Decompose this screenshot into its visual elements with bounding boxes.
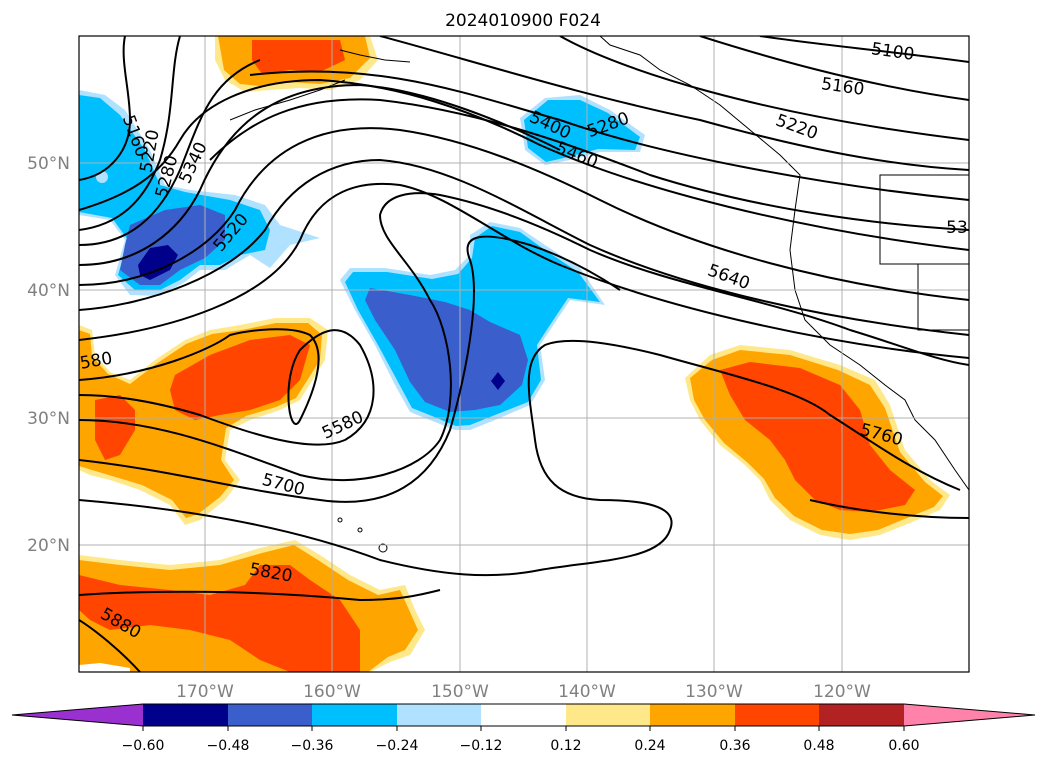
lat-label: 50°N	[27, 154, 70, 174]
contour-label: 53	[946, 218, 968, 238]
colorbar-segment	[312, 704, 397, 726]
colorbar: −0.60 −0.48 −0.36 −0.24 −0.12 0.12 0.24 …	[11, 703, 1036, 754]
height-contours	[79, 36, 969, 672]
lat-label: 20°N	[27, 536, 70, 556]
colorbar-segment	[819, 704, 904, 726]
lon-label: 160°W	[303, 682, 361, 702]
colorbar-tick-label: 0.24	[634, 738, 665, 754]
map-title: 2024010900 F024	[445, 11, 601, 31]
anomaly-shading	[79, 36, 950, 672]
latitude-labels: 50°N 40°N 30°N 20°N	[27, 154, 70, 556]
graticule	[79, 36, 969, 672]
lon-label: 170°W	[176, 682, 234, 702]
colorbar-tick-label: 0.60	[888, 738, 919, 754]
coastlines	[229, 36, 969, 553]
colorbar-tick-label: 0.48	[803, 738, 834, 754]
colorbar-extend-low	[12, 704, 143, 726]
lon-label: 120°W	[813, 682, 871, 702]
map-area: 5100 5160 5220 53 5160 5220 5280 5340 54…	[79, 36, 969, 672]
lon-label: 130°W	[685, 682, 743, 702]
colorbar-extend-high	[904, 704, 1035, 726]
map-frame	[78, 35, 970, 673]
colorbar-segment	[143, 704, 228, 726]
colorbar-tick-label: −0.48	[207, 738, 250, 754]
colorbar-segment	[397, 704, 481, 726]
lat-label: 40°N	[27, 281, 70, 301]
colorbar-segment	[228, 704, 312, 726]
colorbar-segment	[566, 704, 650, 726]
colorbar-segment	[650, 704, 735, 726]
colorbar-segment	[481, 704, 566, 726]
colorbar-tick-label: 0.12	[550, 738, 581, 754]
colorbar-tick-label: −0.60	[122, 738, 165, 754]
lon-label: 140°W	[558, 682, 616, 702]
colorbar-tick-label: −0.24	[376, 738, 419, 754]
colorbar-segment	[735, 704, 819, 726]
lat-label: 30°N	[27, 409, 70, 429]
lon-label: 150°W	[431, 682, 489, 702]
colorbar-tick-label: −0.12	[460, 738, 503, 754]
colorbar-tick-label: 0.36	[719, 738, 750, 754]
longitude-labels: 170°W 160°W 150°W 140°W 130°W 120°W	[176, 682, 871, 702]
colorbar-tick-label: −0.36	[291, 738, 334, 754]
